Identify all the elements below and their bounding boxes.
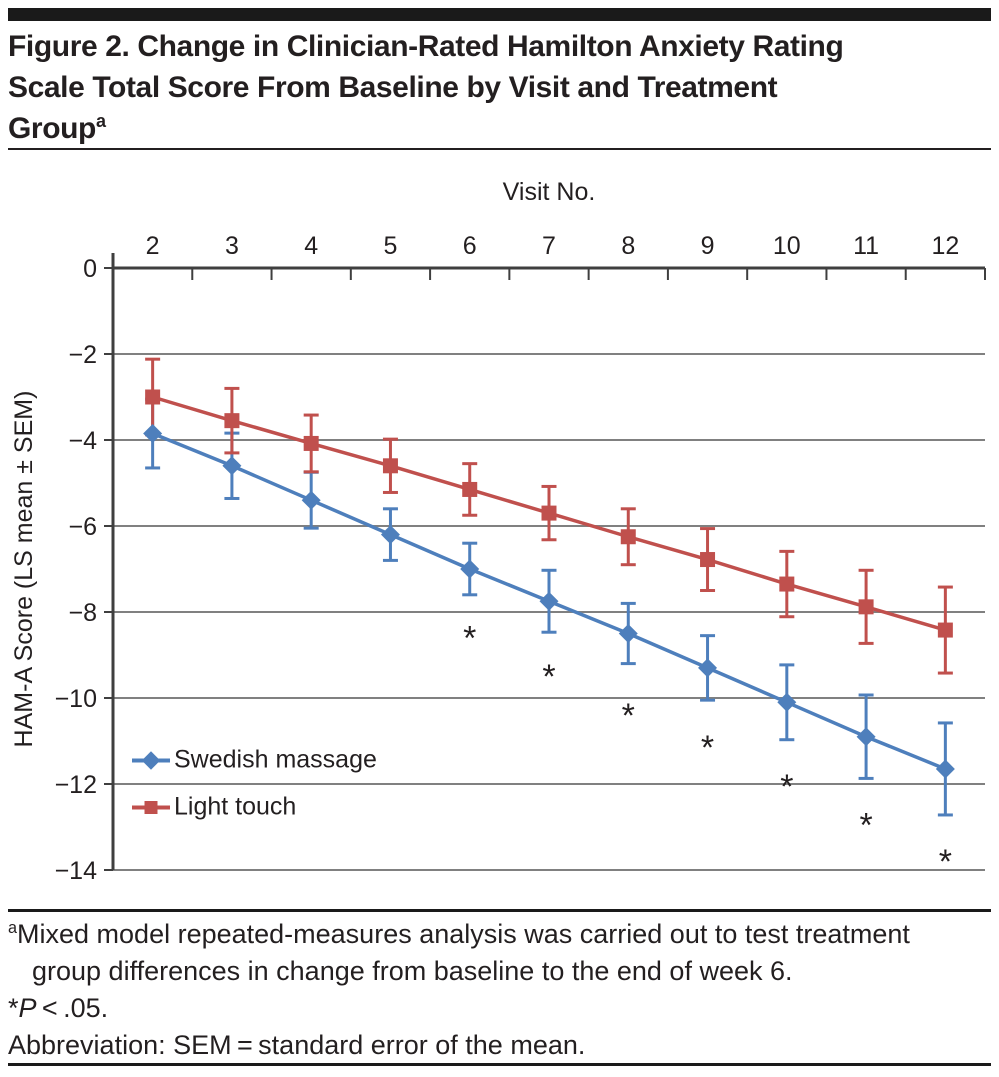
data-point-light-touch-visit-11 xyxy=(858,599,874,615)
legend-line-swedish-massage xyxy=(132,750,170,770)
significance-asterisk-visit-11: * xyxy=(859,807,872,845)
data-point-light-touch-visit-8 xyxy=(620,529,636,545)
data-point-swedish-massage-visit-11 xyxy=(856,727,876,747)
data-point-swedish-massage-visit-8 xyxy=(618,624,638,643)
data-point-swedish-massage-visit-4 xyxy=(301,490,321,510)
footnote-p-value: *P < .05. xyxy=(8,993,109,1023)
title-footnote-marker: a xyxy=(96,111,106,131)
footnote-a: aMixed model repeated-measures analysis … xyxy=(8,916,993,990)
x-tick-label-7: 7 xyxy=(542,232,556,260)
line-chart: 0 −2 −4 −6 −8 −10 −12 −14 2 3 4 5 6 7 8 9 10 11 12 Visit No… xyxy=(10,178,986,885)
significance-asterisk-visit-10: * xyxy=(780,768,793,806)
x-tick-label-4: 4 xyxy=(304,232,318,260)
data-point-swedish-massage-visit-7 xyxy=(539,591,559,611)
footnote-top-rule xyxy=(8,909,991,912)
legend-line-light-touch xyxy=(132,800,170,814)
y-tick-label--14: −14 xyxy=(55,857,98,885)
data-point-light-touch-visit-4 xyxy=(303,435,319,451)
square-marker-icon xyxy=(144,800,158,814)
x-tick-label-3: 3 xyxy=(225,232,239,260)
legend-item-swedish-massage: Swedish massage xyxy=(132,746,377,775)
x-tick-label-8: 8 xyxy=(621,232,635,260)
chart-area: 0 −2 −4 −6 −8 −10 −12 −14 2 3 4 5 6 7 8 9 10 11 12 Visit No… xyxy=(0,155,999,905)
x-tick-label-12: 12 xyxy=(931,232,959,260)
figure-title: Figure 2. Change in Clinician-Rated Hami… xyxy=(8,26,993,149)
data-point-swedish-massage-visit-5 xyxy=(380,525,400,545)
footnotes: aMixed model repeated-measures analysis … xyxy=(8,916,993,1064)
significance-asterisk-visit-12: * xyxy=(939,843,952,881)
data-point-swedish-massage-visit-12 xyxy=(935,759,955,779)
y-tick-label--8: −8 xyxy=(68,599,97,627)
footnote-a-marker: a xyxy=(8,919,18,937)
title-divider-rule xyxy=(8,148,991,150)
x-tick-label-9: 9 xyxy=(701,232,715,260)
y-tick-label--12: −12 xyxy=(55,771,97,799)
footnote-a-line-2: group differences in change from baselin… xyxy=(32,956,793,986)
y-tick-label--10: −10 xyxy=(55,685,97,713)
asterisk-marker: * xyxy=(8,993,19,1023)
figure-title-line-3: Groupa xyxy=(8,111,106,145)
diamond-marker-icon xyxy=(141,750,161,770)
data-point-swedish-massage-visit-3 xyxy=(222,456,242,476)
legend-label-swedish-massage: Swedish massage xyxy=(174,745,377,774)
data-point-swedish-massage-visit-6 xyxy=(460,559,480,579)
data-point-swedish-massage-visit-9 xyxy=(698,658,718,678)
data-point-swedish-massage-visit-10 xyxy=(777,692,797,712)
y-tick-label--2: −2 xyxy=(68,341,97,369)
x-tick-label-6: 6 xyxy=(463,232,477,260)
significance-asterisk-visit-9: * xyxy=(701,729,714,767)
data-point-light-touch-visit-7 xyxy=(541,505,557,521)
y-tick-label--6: −6 xyxy=(68,513,97,541)
data-point-light-touch-visit-9 xyxy=(700,552,716,568)
x-tick-label-5: 5 xyxy=(384,232,398,260)
x-tick-label-11: 11 xyxy=(853,232,879,260)
figure-title-line-1: Figure 2. Change in Clinician-Rated Hami… xyxy=(8,30,844,63)
significance-asterisk-visit-6: * xyxy=(463,620,476,658)
bottom-rule xyxy=(8,1063,991,1066)
y-axis-title: HAM-A Score (LS mean ± SEM) xyxy=(10,391,38,748)
significance-asterisk-visit-8: * xyxy=(622,697,635,735)
x-tick-label-2: 2 xyxy=(146,232,160,260)
figure-title-line-2: Scale Total Score From Baseline by Visit… xyxy=(8,71,778,104)
data-point-light-touch-visit-10 xyxy=(779,576,795,592)
data-point-light-touch-visit-5 xyxy=(382,458,398,474)
data-point-light-touch-visit-6 xyxy=(462,481,478,497)
legend-label-light-touch: Light touch xyxy=(174,792,297,821)
x-axis-title: Visit No. xyxy=(503,178,596,206)
legend-item-light-touch: Light touch xyxy=(132,793,296,822)
data-point-light-touch-visit-12 xyxy=(937,622,953,638)
significance-asterisk-visit-7: * xyxy=(542,658,555,696)
y-tick-label--4: −4 xyxy=(68,427,97,455)
top-black-bar xyxy=(8,8,991,21)
data-point-swedish-massage-visit-2 xyxy=(143,424,163,444)
footnote-abbreviation: Abbreviation: SEM = standard error of th… xyxy=(8,1030,586,1060)
x-tick-label-10: 10 xyxy=(773,232,801,260)
data-point-light-touch-visit-2 xyxy=(145,389,161,405)
data-point-light-touch-visit-3 xyxy=(224,413,240,429)
y-tick-label-0: 0 xyxy=(83,255,97,283)
